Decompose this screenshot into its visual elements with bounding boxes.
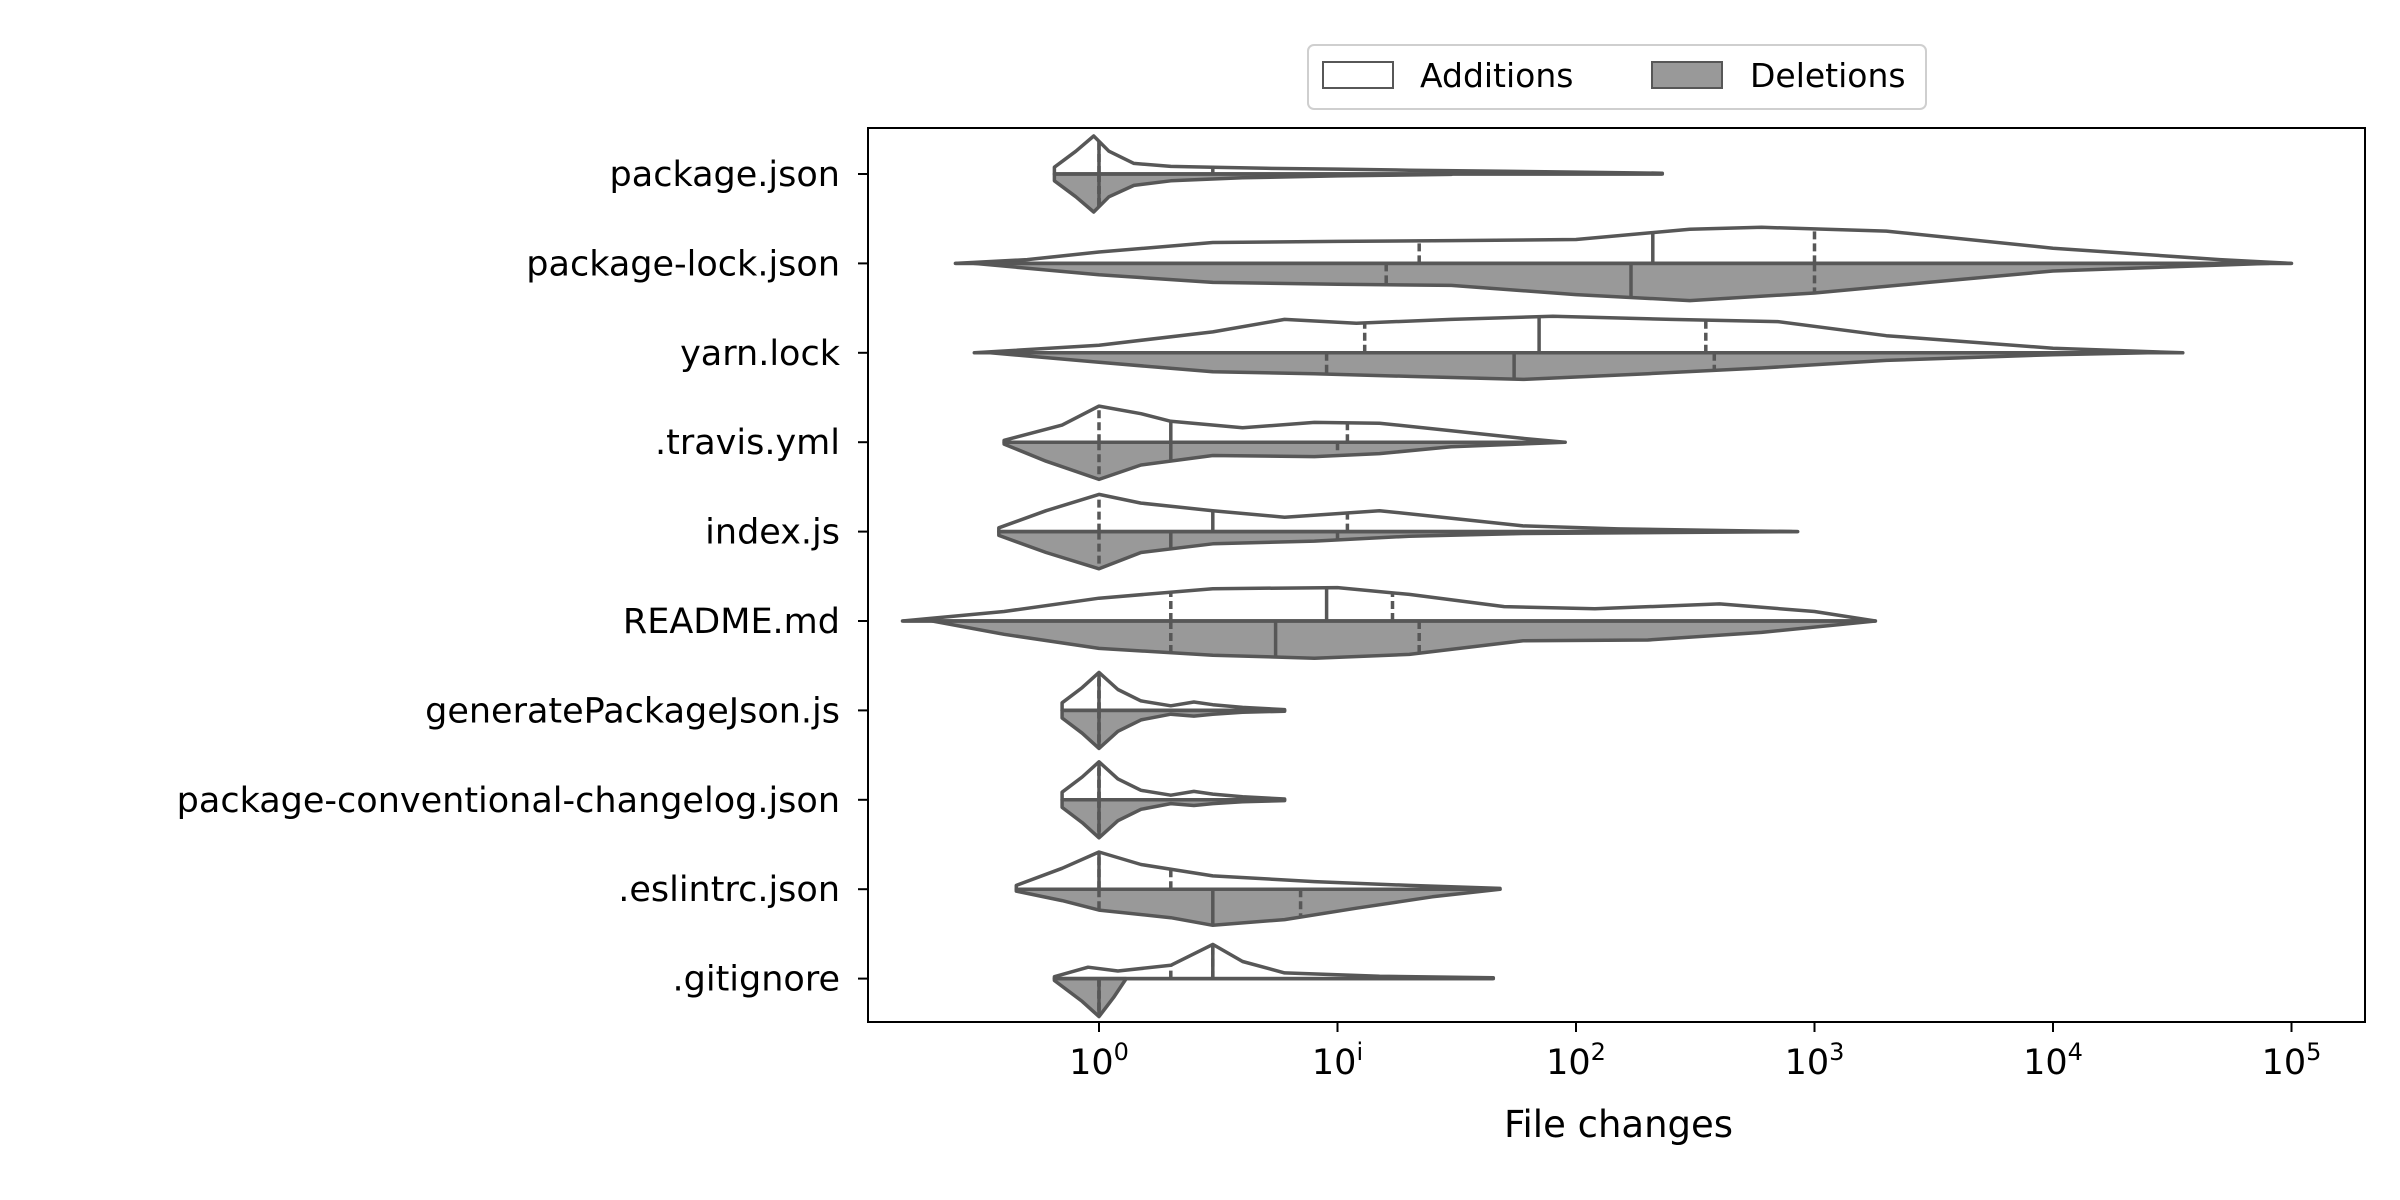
violin-additions-package.json [1052,134,1665,176]
y-tick-label: generatePackageJson.js [425,691,840,731]
violin-additions-index.js [997,492,1800,534]
legend-swatch-additions [1322,61,1394,89]
y-tick-label: README.md [623,602,840,642]
legend-label-deletions: Deletions [1750,56,1906,95]
violin-deletions-generatePackageJson.js [1060,708,1287,751]
violin-deletions-README.md [930,619,1878,660]
legend-swatch-deletions [1651,61,1723,89]
violin-additions-.eslintrc.json [1014,850,1502,891]
x-axis-title: File changes [1504,1103,1733,1146]
violin-additions-.travis.yml [1002,404,1567,444]
violin-additions-package-lock.json [953,225,2294,266]
y-tick-label: yarn.lock [680,334,841,374]
x-tick-label: 103 [1785,1038,1845,1083]
violin-deletions-package-lock.json [972,261,2271,303]
violin-additions-yarn.lock [972,314,2185,355]
violin-deletions-.travis.yml [1002,440,1567,482]
legend-box [1307,44,1927,110]
legend-label-additions: Additions [1420,56,1573,95]
y-tick-label: .gitignore [673,960,840,1000]
plot-frame [867,127,2366,1023]
violin-additions-.gitignore [1052,942,1496,981]
x-axis: 100 10i 102 103 104 105 [1069,1022,2321,1083]
violins-layer [900,134,2294,1019]
x-tick-label: 100 [1069,1038,1129,1083]
legend: Additions Deletions [1307,44,1927,110]
violin-deletions-package-conventional-changelog.json [1060,798,1287,840]
x-tick-label: 102 [1546,1038,1606,1083]
violin-deletions-yarn.lock [988,351,2150,382]
y-tick-label: package-conventional-changelog.json [177,781,840,821]
violin-additions-generatePackageJson.js [1060,670,1287,713]
violin-additions-README.md [900,585,1878,623]
y-tick-label: package.json [610,155,840,195]
y-tick-label: package-lock.json [526,244,840,284]
violin-additions-package-conventional-changelog.json [1060,760,1287,802]
y-tick-label: index.js [705,513,840,553]
y-tick-label: .eslintrc.json [618,870,840,910]
violin-deletions-index.js [997,529,1794,571]
violin-deletions-.eslintrc.json [1014,887,1502,928]
violin-deletions-.gitignore [1052,976,1128,1019]
x-tick-label: 10i [1312,1038,1363,1083]
x-tick-label: 105 [2262,1038,2322,1083]
y-tick-label: .travis.yml [655,423,840,463]
y-axis: package.json package-lock.json yarn.lock .t… [177,155,868,1000]
x-tick-label: 104 [2023,1038,2083,1083]
violin-deletions-package.json [1052,172,1454,214]
